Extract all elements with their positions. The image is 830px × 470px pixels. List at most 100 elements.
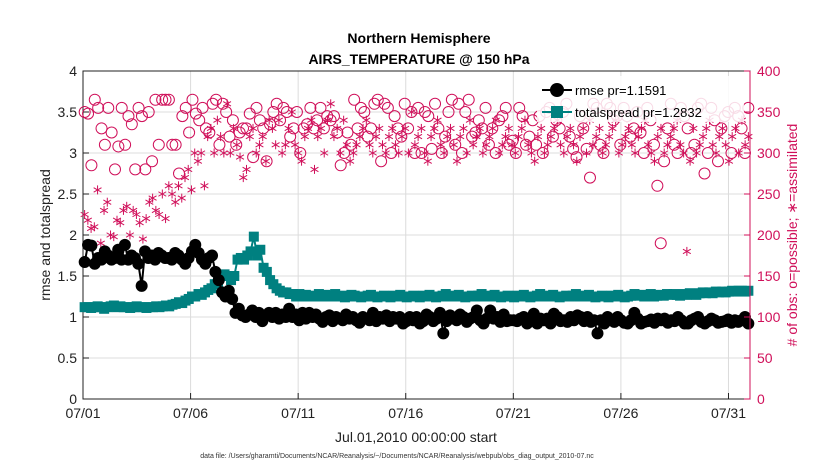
obs-assimilated-point bbox=[310, 164, 319, 174]
obs-assimilated-stroke bbox=[320, 150, 329, 156]
obs-assimilated-point bbox=[588, 140, 598, 150]
obs-assimilated-stroke bbox=[637, 125, 646, 132]
obs-assimilated-stroke bbox=[239, 174, 248, 181]
obs-assimilated-stroke bbox=[287, 109, 297, 115]
obs-assimilated-stroke bbox=[190, 150, 199, 156]
obs-assimilated-point bbox=[604, 132, 614, 142]
obs-assimilated-point bbox=[439, 148, 449, 158]
obs-possible-point bbox=[351, 122, 364, 135]
obs-possible-point bbox=[149, 93, 162, 106]
obs-assimilated-point bbox=[90, 222, 99, 232]
obs-possible-point bbox=[358, 106, 371, 118]
obs-assimilated-stroke bbox=[592, 133, 601, 140]
obs-assimilated-point bbox=[80, 210, 89, 219]
obs-assimilated-point bbox=[203, 132, 212, 142]
obs-assimilated-point bbox=[695, 140, 704, 150]
obs-assimilated-stroke bbox=[252, 150, 261, 156]
obs-assimilated-point bbox=[728, 132, 737, 142]
obs-assimilated-stroke bbox=[465, 117, 475, 123]
obs-assimilated-point bbox=[676, 140, 685, 150]
obs-assimilated-point bbox=[239, 173, 248, 183]
obs-assimilated-point bbox=[358, 123, 368, 133]
obs-assimilated-point bbox=[381, 148, 390, 158]
obs-possible-point bbox=[122, 110, 135, 123]
obs-assimilated-point bbox=[161, 214, 170, 224]
obs-possible-point bbox=[388, 110, 401, 123]
obs-assimilated-stroke bbox=[368, 150, 377, 156]
obs-assimilated-stroke bbox=[614, 150, 624, 156]
obs-possible-point bbox=[701, 147, 714, 159]
obs-assimilated-stroke bbox=[284, 125, 293, 132]
obs-assimilated-point bbox=[520, 115, 530, 125]
obs-assimilated-point bbox=[365, 140, 374, 150]
obs-assimilated-stroke bbox=[164, 183, 173, 189]
obs-possible-point bbox=[125, 118, 138, 131]
obs-assimilated-point bbox=[222, 99, 232, 109]
obs-assimilated-stroke bbox=[598, 150, 607, 156]
obs-assimilated-point bbox=[643, 140, 653, 150]
obs-assimilated-point bbox=[297, 156, 306, 166]
obs-assimilated-point bbox=[164, 181, 173, 191]
obs-possible-point bbox=[257, 122, 270, 135]
obs-assimilated-point bbox=[333, 123, 342, 133]
obs-assimilated-point bbox=[287, 107, 297, 117]
obs-assimilated-point bbox=[229, 123, 238, 133]
obs-assimilated-stroke bbox=[213, 117, 222, 123]
obs-possible-point bbox=[479, 101, 492, 114]
obs-assimilated-point bbox=[617, 140, 627, 150]
obs-assimilated-stroke bbox=[303, 125, 313, 132]
obs-assimilated-point bbox=[329, 132, 339, 142]
obs-assimilated-stroke bbox=[109, 233, 118, 240]
obs-assimilated-stroke bbox=[141, 215, 151, 222]
obs-possible-point bbox=[274, 114, 287, 127]
obs-assimilated-stroke bbox=[80, 211, 89, 218]
obs-assimilated-stroke bbox=[653, 133, 662, 140]
obs-assimilated-point bbox=[595, 123, 604, 133]
obs-assimilated-stroke bbox=[138, 236, 148, 242]
obs-assimilated-stroke bbox=[404, 150, 413, 156]
obs-assimilated-point bbox=[468, 140, 478, 150]
obs-assimilated-point bbox=[456, 132, 465, 142]
obs-assimilated-stroke bbox=[281, 142, 290, 148]
obs-assimilated-stroke bbox=[154, 211, 164, 218]
obs-assimilated-point bbox=[579, 123, 588, 133]
obs-possible-point bbox=[462, 93, 475, 106]
obs-possible-point bbox=[115, 101, 128, 114]
obs-assimilated-stroke bbox=[290, 142, 300, 148]
totalspread-point bbox=[245, 246, 256, 257]
obs-assimilated-point bbox=[345, 156, 355, 166]
obs-assimilated-point bbox=[401, 123, 410, 133]
obs-possible-point bbox=[216, 97, 229, 110]
obs-assimilated-point bbox=[491, 115, 500, 125]
obs-assimilated-point bbox=[109, 232, 118, 242]
obs-possible-point bbox=[493, 114, 506, 127]
obs-assimilated-stroke bbox=[647, 150, 656, 156]
obs-possible-point bbox=[189, 107, 202, 120]
obs-assimilated-point bbox=[685, 156, 695, 166]
obs-assimilated-stroke bbox=[695, 142, 704, 148]
obs-assimilated-point bbox=[443, 132, 452, 142]
obs-assimilated-stroke bbox=[171, 199, 180, 205]
obs-possible-point bbox=[583, 171, 596, 184]
obs-assimilated-point bbox=[252, 148, 261, 158]
obs-assimilated-stroke bbox=[203, 133, 212, 140]
obs-possible-point bbox=[240, 122, 253, 135]
legend-spread-label: totalspread pr=1.2832 bbox=[575, 105, 702, 120]
obs-assimilated-stroke bbox=[501, 133, 510, 140]
obs-assimilated-point bbox=[572, 156, 581, 166]
obs-assimilated-point bbox=[637, 123, 646, 133]
obs-assimilated-stroke bbox=[627, 142, 636, 148]
obs-possible-point bbox=[220, 106, 233, 118]
obs-assimilated-point bbox=[336, 148, 345, 158]
obs-assimilated-stroke bbox=[371, 133, 381, 140]
obs-assimilated-point bbox=[132, 210, 141, 219]
obs-assimilated-point bbox=[566, 123, 575, 133]
obs-possible-point bbox=[267, 106, 280, 118]
obs-assimilated-stroke bbox=[336, 150, 345, 156]
obs-possible-point bbox=[418, 106, 431, 118]
obs-possible-point bbox=[445, 93, 458, 106]
obs-possible-point bbox=[146, 155, 159, 168]
obs-possible-point bbox=[513, 101, 526, 114]
obs-assimilated-point bbox=[410, 140, 420, 150]
obs-possible-point bbox=[135, 110, 148, 123]
